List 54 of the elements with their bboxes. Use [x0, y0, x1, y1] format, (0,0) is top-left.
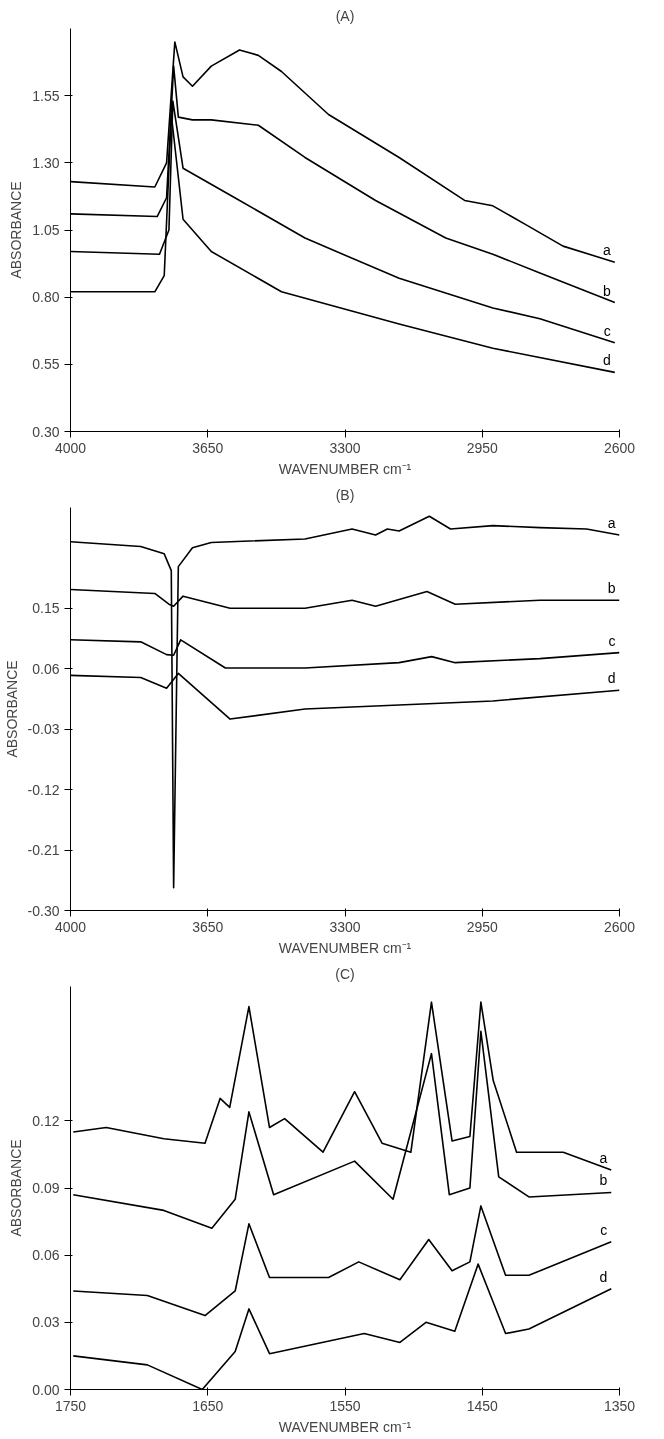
x-tick-label: 2950	[466, 439, 499, 456]
line-series	[72, 1205, 613, 1317]
x-tick-label: 2950	[466, 918, 499, 935]
y-tick-label: -0.03	[27, 721, 60, 738]
y-tick-label: 0.09	[32, 1180, 60, 1196]
series-label: d	[603, 352, 611, 369]
x-tick-label: 3300	[329, 439, 361, 456]
y-tick-label: 0.06	[32, 1247, 60, 1264]
x-tick-label: 1750	[54, 1397, 87, 1414]
y-tick-label: 0.00	[32, 1381, 60, 1398]
x-axis-title: WAVENUMBER cm⁻¹	[278, 460, 412, 477]
y-tick-label: 1.55	[32, 87, 60, 104]
series-label: d	[607, 670, 616, 687]
x-axis-title: WAVENUMBER cm⁻¹	[278, 939, 412, 956]
x-axis-title: WAVENUMBER cm⁻¹	[278, 1418, 412, 1435]
y-tick-label: 0.30	[32, 423, 60, 440]
series-label: b	[603, 282, 612, 299]
y-tick-label: -0.21	[27, 842, 60, 859]
x-tick-label: 3650	[192, 439, 224, 456]
chart-title: (B)	[335, 486, 355, 503]
series-label: c	[600, 1221, 608, 1238]
y-tick-label: 0.15	[32, 600, 60, 617]
y-tick-label: -0.12	[27, 781, 60, 798]
chart-title: (A)	[335, 7, 355, 24]
series-label: a	[599, 1150, 608, 1167]
y-tick-label: 0.03	[32, 1314, 60, 1331]
series-label: b	[599, 1172, 608, 1189]
series-label: c	[603, 322, 611, 339]
x-tick-label: 1650	[192, 1397, 224, 1414]
x-tick-label: 1450	[466, 1397, 499, 1414]
x-tick-label: 1550	[329, 1397, 361, 1414]
y-tick-label: 0.55	[32, 356, 60, 373]
y-tick-label: 0.12	[32, 1112, 60, 1129]
y-tick-label: 1.30	[32, 154, 60, 171]
series-label: c	[608, 632, 616, 649]
y-axis-title: ABSORBANCE	[8, 181, 25, 279]
x-tick-label: 3300	[329, 918, 361, 935]
y-axis-title: ABSORBANCE	[3, 660, 20, 758]
x-tick-label: 2600	[603, 918, 636, 935]
series-label: a	[603, 242, 612, 259]
x-tick-label: 3650	[192, 918, 224, 935]
y-tick-label: 0.06	[32, 660, 60, 677]
series-label: a	[607, 515, 616, 532]
y-tick-label: 1.05	[32, 222, 60, 238]
x-tick-label: 1350	[603, 1397, 636, 1414]
y-tick-label: 0.80	[32, 289, 60, 306]
series-label: b	[607, 580, 616, 597]
x-tick-label: 4000	[54, 439, 87, 456]
x-tick-label: 4000	[54, 918, 87, 935]
x-tick-label: 2600	[603, 439, 636, 456]
series-label: d	[599, 1268, 608, 1285]
y-tick-label: -0.30	[27, 902, 60, 919]
y-axis-title: ABSORBANCE	[8, 1139, 25, 1237]
chart-title: (C)	[335, 965, 355, 982]
